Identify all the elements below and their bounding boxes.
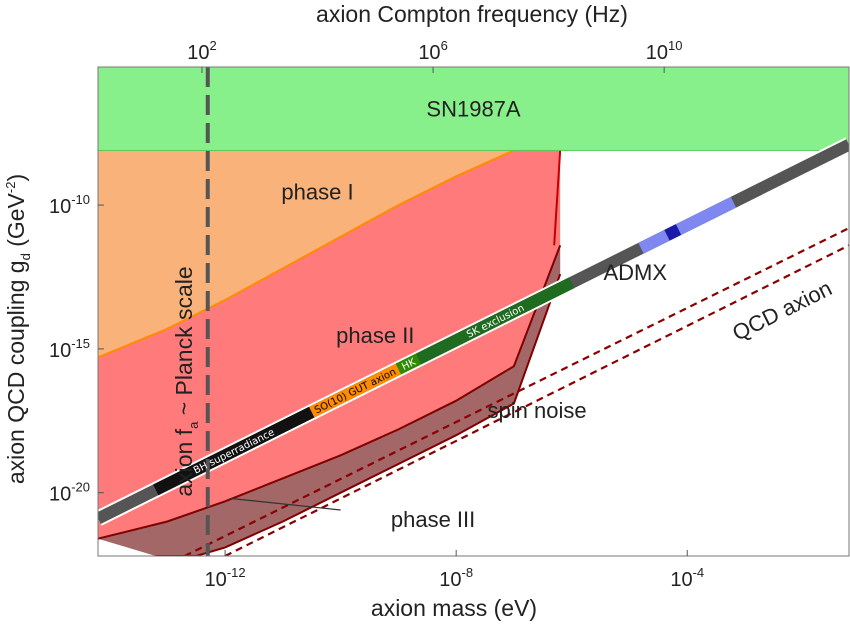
- x-tick-label: 10-8: [439, 565, 473, 591]
- y-tick-label: 10-15: [49, 336, 90, 362]
- phase-i-boundary: [98, 149, 515, 359]
- sn1987a-region: [98, 67, 849, 151]
- annotation-admx: ADMX: [603, 260, 667, 285]
- x-axis-title: axion mass (eV): [371, 595, 537, 621]
- y-tick-label: 10-10: [49, 192, 90, 218]
- annotation-spin-noise: spin noise: [488, 398, 587, 423]
- sn1987a-label: SN1987A: [426, 97, 521, 122]
- phase-iii-region: [98, 245, 561, 556]
- top-tick-label: 106: [418, 38, 447, 64]
- top-tick-label: 1010: [646, 38, 683, 64]
- phase-ii-region: [98, 150, 561, 539]
- qcd-band-segment-5: [638, 229, 670, 254]
- phase-iii-pointer: [230, 497, 341, 511]
- qcd-band-segment-1: [153, 406, 315, 496]
- plot-frame: [97, 66, 850, 557]
- y-axis-title: axion QCD coupling gd (GeV-2): [3, 174, 33, 484]
- qcd-band-segment-6: [664, 224, 682, 241]
- phase-iii-upper-edge: [98, 244, 562, 540]
- x-tick-label: 10-12: [205, 565, 246, 591]
- spin-noise-line-2: [224, 244, 849, 556]
- regions-layer: [98, 67, 849, 556]
- top-x-axis-title: axion Compton frequency (Hz): [316, 1, 628, 27]
- axes-layer: 10-12 10-8 10-4 102 106 1010 10-10 10-15 10-20: [49, 38, 704, 591]
- qcd-band-segment-2: [309, 363, 402, 418]
- qcd-band-segment-4: [415, 277, 575, 365]
- spin-noise-line-1: [184, 227, 849, 556]
- x-tick-label: 10-4: [670, 565, 704, 591]
- planck-scale-label: axion fa ~ Planck scale: [171, 266, 201, 496]
- qcd-band-segment-3: [395, 353, 422, 375]
- qcd-band-segment-7: [675, 196, 737, 235]
- top-tick-label: 102: [187, 38, 216, 64]
- phase-ii-cutoff-edge: [553, 150, 562, 246]
- annotation-phase-iii: phase III: [391, 507, 475, 532]
- annotation-phase-i: phase I: [281, 179, 353, 204]
- annotation-phase-ii: phase II: [336, 323, 414, 348]
- y-tick-label: 10-20: [49, 480, 90, 506]
